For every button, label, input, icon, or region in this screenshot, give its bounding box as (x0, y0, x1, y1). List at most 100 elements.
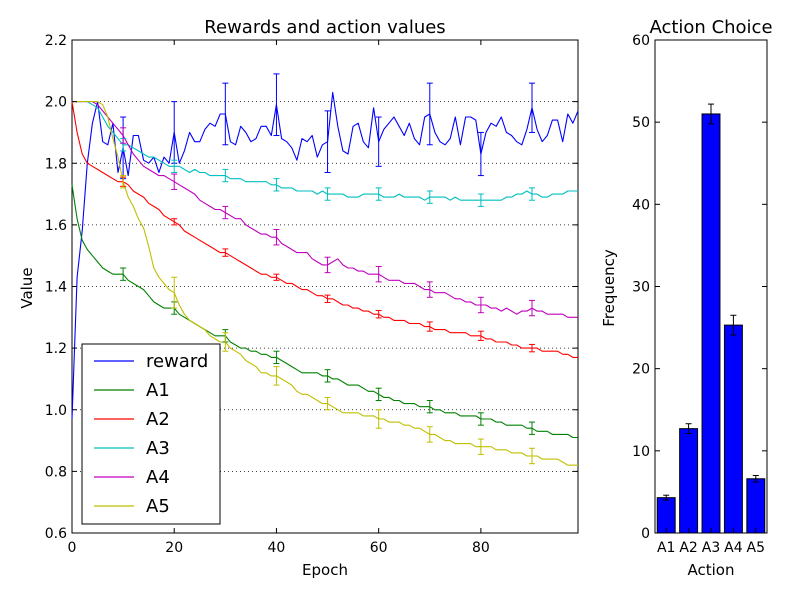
errorbar-a2-40 (273, 273, 280, 281)
errorbar-a5-20 (171, 276, 178, 309)
series-line-reward (71, 91, 579, 420)
y-tick-label-0-8: 0.8 (45, 464, 67, 480)
x-tick-label-80: 80 (472, 540, 490, 556)
bar-errorbar-a2 (685, 423, 692, 435)
y-tick-label-2-0: 2.0 (45, 95, 67, 111)
errorbar-reward-80 (477, 131, 484, 177)
x-tick-label-60: 60 (370, 540, 388, 556)
bar-errorbar-a4 (730, 314, 737, 336)
bar-y-tick-label-40: 40 (632, 197, 650, 213)
bar-x-ticks: A1 A2 A3 A4 A5 (657, 528, 765, 556)
line-series-group (71, 91, 579, 466)
errorbar-a5-80 (477, 438, 484, 455)
errorbar-a4-10 (120, 127, 127, 144)
line-x-ticks: 0 20 40 60 80 (68, 40, 490, 556)
bar-y-axis-label: Frequency (600, 249, 618, 327)
errorbar-a3-30 (222, 168, 229, 183)
errorbar-a5-70 (426, 426, 433, 443)
errorbar-reward-40 (273, 73, 280, 137)
errorbar-reward-90 (529, 82, 535, 133)
legend-label-a1: A1 (146, 380, 170, 401)
y-tick-label-2-2: 2.2 (45, 33, 67, 49)
series-line-a1 (71, 184, 578, 439)
errorbar-a4-60 (375, 265, 382, 283)
errorbar-a5-90 (529, 447, 535, 465)
bar-a4 (723, 324, 743, 534)
bar-x-axis-label: Action (688, 561, 735, 579)
errorbar-a4-30 (222, 205, 229, 220)
errorbar-a4-80 (477, 296, 484, 314)
errorbar-a4-20 (171, 173, 178, 190)
errorbar-a4-70 (426, 281, 433, 298)
y-tick-label-0-6: 0.6 (45, 526, 67, 542)
line-x-axis-label: Epoch (302, 561, 348, 579)
errorbar-a3-20 (171, 159, 178, 173)
line-y-axis-label: Value (18, 267, 36, 308)
errorbar-reward-50 (324, 110, 331, 173)
bar-x-tick-label-a3: A3 (702, 540, 720, 556)
errorbar-a2-60 (375, 310, 382, 319)
errorbar-a3-90 (529, 187, 535, 201)
errorbar-a2-90 (529, 343, 535, 353)
errorbar-a5-30 (222, 332, 229, 352)
errorbar-a5-50 (324, 396, 331, 411)
bar-x-tick-label-a4: A4 (724, 540, 743, 556)
y-tick-label-1-2: 1.2 (45, 341, 67, 357)
series-line-a4 (72, 101, 578, 318)
errorbar-reward-60 (375, 116, 382, 167)
x-tick-label-20: 20 (165, 540, 183, 556)
bar-y-tick-label-30: 30 (632, 280, 650, 296)
bar-x-tick-label-a2: A2 (679, 540, 697, 556)
legend: reward A1 A2 A3 A4 A5 (81, 343, 221, 525)
errorbar-a3-40 (273, 178, 280, 192)
errorbar-a3-50 (324, 187, 331, 201)
errorbar-a4-90 (529, 299, 535, 317)
bar-a2 (679, 428, 699, 534)
x-tick-label-40: 40 (268, 540, 286, 556)
errorbar-a1-90 (529, 421, 535, 435)
bar-y-tick-label-60: 60 (632, 33, 650, 49)
bar-y-tick-label-0: 0 (641, 526, 650, 542)
errorbar-a1-80 (477, 412, 484, 426)
errorbar-a5-10 (120, 175, 127, 189)
y-tick-label-1-8: 1.8 (45, 156, 67, 172)
errorbar-reward-30 (222, 82, 229, 146)
bar-a3 (701, 113, 721, 534)
bar-a1 (656, 497, 676, 534)
bar-y-tick-label-50: 50 (632, 115, 650, 131)
legend-label-a2: A2 (146, 409, 170, 430)
legend-label-reward: reward (146, 351, 208, 372)
series-line-a5 (72, 101, 578, 466)
bar-a5 (746, 478, 766, 534)
line-y-ticks: 0.6 0.8 1.0 1.2 1.4 1.6 1.8 2.0 2.2 (45, 33, 578, 542)
errorbar-a4-40 (273, 228, 280, 246)
bar-errorbar-a3 (708, 103, 714, 125)
errorbar-a1-40 (273, 350, 280, 365)
series-line-a2 (71, 101, 578, 358)
bar-x-tick-label-a1: A1 (657, 540, 675, 556)
legend-label-a5: A5 (146, 496, 170, 517)
errorbar-a2-30 (222, 248, 229, 257)
bar-y-tick-label-10: 10 (632, 444, 650, 460)
y-tick-label-1-6: 1.6 (45, 218, 67, 234)
errorbar-a5-40 (273, 366, 280, 386)
legend-label-a3: A3 (146, 438, 170, 459)
errorbar-a2-80 (477, 330, 484, 341)
bar-y-tick-label-20: 20 (632, 362, 650, 378)
errorbar-a3-80 (477, 193, 484, 207)
bar-errorbar-a1 (663, 494, 670, 501)
bar-chart-panel: 0 10 20 30 40 50 60 A1 A2 A3 A4 A5 Action Choice A… (600, 17, 773, 579)
errorbar-a2-20 (171, 218, 178, 226)
y-tick-label-1-4: 1.4 (45, 280, 67, 296)
series-line-a3 (72, 101, 578, 201)
legend-box (81, 343, 221, 525)
errorbar-a3-70 (426, 190, 433, 204)
y-tick-label-1-0: 1.0 (45, 403, 67, 419)
errorbar-a1-60 (375, 387, 382, 402)
errorbar-a1-10 (120, 267, 127, 281)
errorbar-a4-50 (324, 256, 331, 274)
line-chart-title: Rewards and action values (204, 17, 445, 38)
bar-chart-title: Action Choice (649, 17, 772, 38)
errorbar-a2-50 (324, 294, 331, 304)
legend-label-a4: A4 (146, 467, 170, 488)
